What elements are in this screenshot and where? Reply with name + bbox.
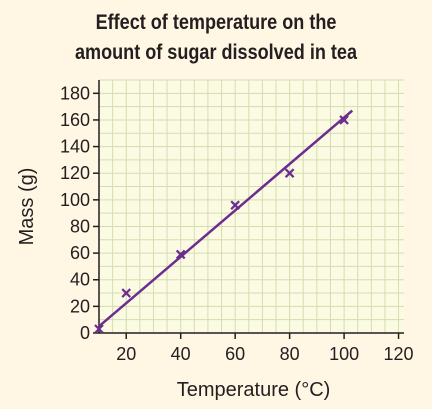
x-tick-label: 80 — [280, 344, 300, 364]
data-point — [339, 115, 349, 125]
data-point-stroke — [230, 200, 240, 210]
x-tick-label: 120 — [384, 344, 414, 364]
chart-title-line-1: Effect of temperature on the — [95, 11, 337, 34]
data-point-stroke — [94, 324, 104, 334]
data-point-stroke — [339, 115, 349, 125]
y-tick-label: 180 — [60, 83, 90, 103]
x-tick-label: 60 — [225, 344, 245, 364]
y-tick-label: 20 — [70, 296, 90, 316]
ticks: 20 40 60 80 100 120 0 20 40 60 80 100 120 140 160 180 — [60, 83, 414, 364]
y-tick-label: 100 — [60, 190, 90, 210]
data-point — [94, 324, 104, 334]
chart-title-line-2: amount of sugar dissolved in tea — [75, 41, 357, 64]
data-point — [230, 200, 240, 210]
y-tick-label: 120 — [60, 163, 90, 183]
data-point-stroke — [284, 168, 295, 178]
y-tick-label: 80 — [70, 216, 90, 236]
data-point — [175, 249, 186, 260]
x-axis-label: Temperature (°C) — [177, 379, 331, 401]
x-tick-label: 20 — [116, 344, 136, 364]
y-tick-label: 0 — [80, 323, 90, 343]
best-fit-line — [98, 109, 354, 328]
chart-title: Effect of temperature on the amount of s… — [30, 8, 402, 68]
y-axis-label: Mass (g) — [16, 168, 38, 246]
plot-area — [99, 80, 404, 333]
x-tick-label: 100 — [329, 344, 359, 364]
x-tick-label: 40 — [171, 344, 191, 364]
y-tick-label: 40 — [70, 270, 90, 290]
y-tick-label: 60 — [70, 243, 90, 263]
data-point-stroke — [175, 249, 186, 260]
y-tick-label: 140 — [60, 137, 90, 157]
axes — [98, 80, 404, 334]
y-tick-label: 160 — [60, 110, 90, 130]
data-points — [94, 115, 349, 334]
data-point — [284, 168, 295, 178]
data-point-stroke — [121, 288, 132, 298]
data-point — [121, 288, 132, 298]
